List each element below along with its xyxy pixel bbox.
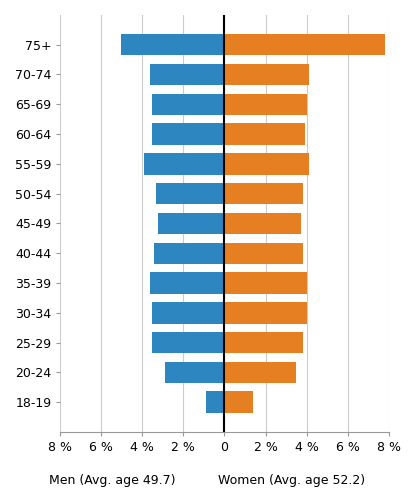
Bar [150,64,224,85]
Bar [224,183,302,204]
Bar [224,153,309,175]
Bar [152,332,224,354]
Bar [224,123,305,145]
Bar [224,213,300,234]
Bar [154,243,224,264]
Bar [224,302,307,324]
Text: Women (Avg. age 52.2): Women (Avg. age 52.2) [218,474,365,487]
Bar [144,153,224,175]
Bar [150,273,224,294]
Bar [224,362,296,383]
Bar [152,123,224,145]
Bar [224,34,385,55]
Bar [224,391,253,413]
Bar [224,94,307,115]
Bar [156,183,224,204]
Bar [165,362,224,383]
Bar [206,391,224,413]
Bar [224,332,302,354]
Bar [152,302,224,324]
Bar [158,213,224,234]
Bar [224,64,309,85]
Bar [224,273,307,294]
Bar [152,94,224,115]
Bar [121,34,224,55]
Bar [224,243,302,264]
Text: Men (Avg. age 49.7): Men (Avg. age 49.7) [49,474,176,487]
